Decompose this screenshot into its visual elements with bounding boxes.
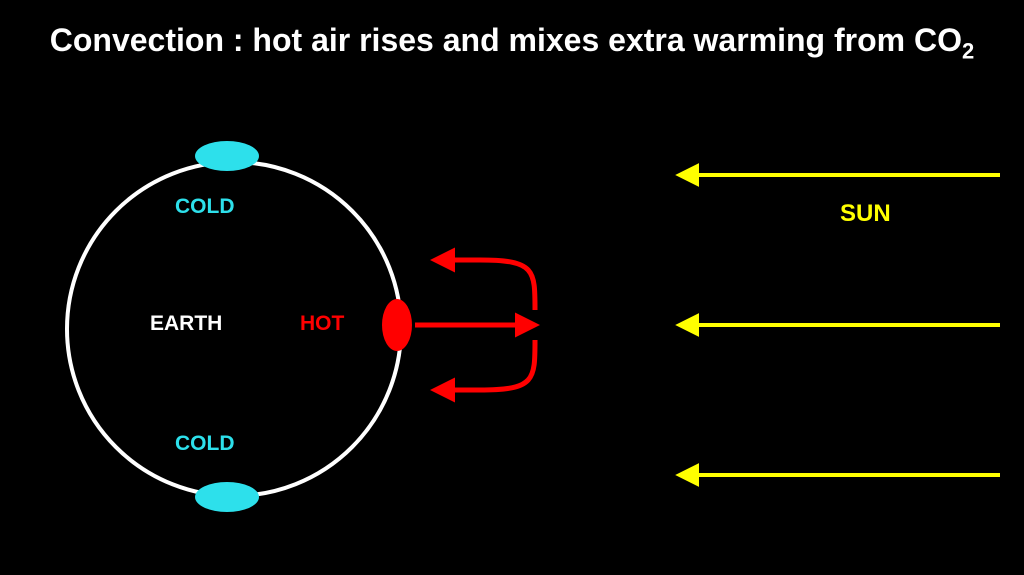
- convection-curl-bottom: [435, 340, 535, 390]
- convection-curl-top: [435, 260, 535, 310]
- diagram-title: Convection : hot air rises and mixes ext…: [0, 22, 1024, 64]
- convection-arrows: [415, 260, 535, 390]
- cold-label-top: COLD: [175, 195, 235, 219]
- earth-label: EARTH: [150, 312, 222, 336]
- hot-blob: [382, 299, 412, 351]
- cold-blob-top: [195, 141, 259, 171]
- cold-blob-bottom: [195, 482, 259, 512]
- sun-label: SUN: [840, 200, 891, 228]
- diagram-canvas: Convection : hot air rises and mixes ext…: [0, 0, 1024, 575]
- title-text: Convection : hot air rises and mixes ext…: [50, 22, 962, 58]
- title-subscript: 2: [962, 38, 974, 63]
- hot-label: HOT: [300, 312, 344, 336]
- cold-label-bottom: COLD: [175, 432, 235, 456]
